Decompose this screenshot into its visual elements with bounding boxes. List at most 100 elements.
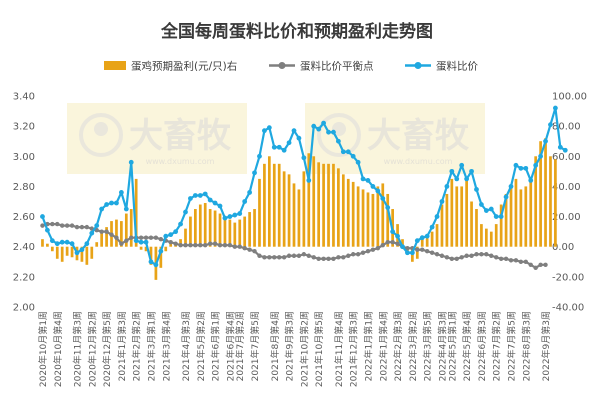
profit-bar [307, 153, 311, 247]
x-tick-label: 2020年10月第4周 [52, 311, 64, 387]
ratio-point [163, 233, 169, 239]
breakeven-point [341, 255, 346, 260]
legend-label-ratio: 蛋料比价 [436, 60, 478, 73]
breakeven-point [55, 221, 60, 227]
profit-bar [509, 186, 513, 247]
ratio-point [390, 229, 396, 235]
x-tick-label: 2022年3月第2周 [407, 311, 419, 381]
profit-bar [376, 186, 380, 247]
y-right-tick-label: 0.00 [552, 242, 574, 253]
profit-bar [529, 178, 533, 247]
ratio-point [552, 105, 558, 111]
breakeven-point [232, 244, 238, 249]
profit-bar [440, 204, 444, 247]
ratio-point [262, 128, 267, 134]
breakeven-point [207, 241, 213, 246]
profit-bar [549, 156, 552, 247]
breakeven-point [385, 239, 390, 245]
x-tick-label: 2021年8月第4周 [269, 311, 281, 381]
profit-bar [208, 209, 212, 247]
ratio-point [104, 202, 109, 207]
profit-bar [312, 156, 316, 247]
ratio-point [459, 162, 465, 168]
breakeven-point [513, 258, 519, 263]
breakeven-line-series [40, 221, 548, 271]
x-tick-label: 2022年6月第3周 [476, 311, 488, 381]
profit-bar [282, 171, 286, 247]
profit-bar [124, 213, 128, 247]
ratio-point [375, 188, 381, 194]
profit-bar [139, 246, 143, 250]
profit-bar [494, 224, 498, 247]
x-tick-label: 2021年10月第2周 [298, 311, 310, 387]
breakeven-point [252, 249, 257, 254]
profit-bar [277, 163, 281, 247]
ratio-point [405, 250, 410, 256]
ratio-point [508, 184, 514, 189]
breakeven-point [479, 252, 484, 257]
breakeven-point [173, 241, 178, 246]
watermark-left-subtext: www.dxumu.com [146, 157, 215, 166]
ratio-point [326, 129, 331, 135]
breakeven-point [528, 262, 533, 267]
profit-bar [484, 228, 488, 247]
breakeven-point [277, 255, 282, 260]
breakeven-point [355, 252, 361, 257]
ratio-point [301, 155, 307, 161]
profit-bar [223, 216, 227, 247]
ratio-point [493, 214, 499, 219]
profit-bar [149, 246, 153, 265]
profit-bar [519, 189, 523, 247]
ratio-point [434, 214, 440, 219]
breakeven-point [336, 255, 341, 260]
x-tick-label: 2022年2月第3周 [392, 311, 404, 381]
ratio-point [370, 184, 376, 189]
profit-bar [80, 246, 84, 262]
x-tick-label: 2021年4月第3周 [180, 311, 192, 381]
ratio-point [133, 238, 139, 244]
y-right-tick-label: -20.00 [552, 272, 584, 283]
profit-bar [90, 246, 94, 259]
ratio-point [518, 165, 524, 171]
breakeven-point [99, 229, 104, 234]
breakeven-point [178, 243, 183, 248]
legend-swatch-profit [104, 61, 126, 70]
breakeven-point [444, 255, 450, 260]
profit-bar [514, 178, 518, 247]
breakeven-point [69, 223, 75, 228]
ratio-point [118, 190, 124, 195]
ratio-point [49, 238, 55, 244]
breakeven-point [237, 244, 242, 249]
y-right-tick-label: 80.00 [552, 122, 581, 133]
profit-bar [475, 209, 478, 247]
breakeven-point [380, 243, 385, 248]
y-right-tick-label: 40.00 [552, 182, 581, 193]
ratio-point [242, 199, 248, 204]
ratio-point [291, 128, 297, 134]
ratio-point [316, 126, 322, 132]
chart-title: 全国每周蛋料比价和预期盈利走势图 [160, 21, 433, 42]
y-left-tick-label: 3.20 [13, 122, 35, 133]
breakeven-point [306, 253, 311, 258]
profit-bar [332, 163, 335, 247]
x-tick-label: 2020年10月第1周 [37, 311, 49, 387]
ratio-point [109, 200, 114, 206]
x-tick-label: 2022年5月第1周 [446, 311, 458, 381]
ratio-line-series [40, 105, 568, 268]
ratio-point [40, 214, 45, 219]
breakeven-point [281, 255, 287, 260]
ratio-point [79, 247, 85, 253]
ratio-point [64, 239, 70, 245]
x-tick-label: 2020年11月第3周 [71, 311, 83, 387]
profit-bar [95, 242, 99, 247]
profit-bar [356, 186, 360, 247]
ratio-point [385, 205, 391, 210]
ratio-point [168, 232, 174, 238]
ratio-point [227, 214, 233, 219]
ratio-point [138, 239, 144, 245]
x-tick-label: 2022年7月第2周 [491, 311, 503, 381]
ratio-point [212, 200, 218, 206]
ratio-point [311, 123, 317, 129]
x-tick-label: 2022年4月第3周 [436, 311, 448, 381]
profit-bar [465, 178, 468, 247]
